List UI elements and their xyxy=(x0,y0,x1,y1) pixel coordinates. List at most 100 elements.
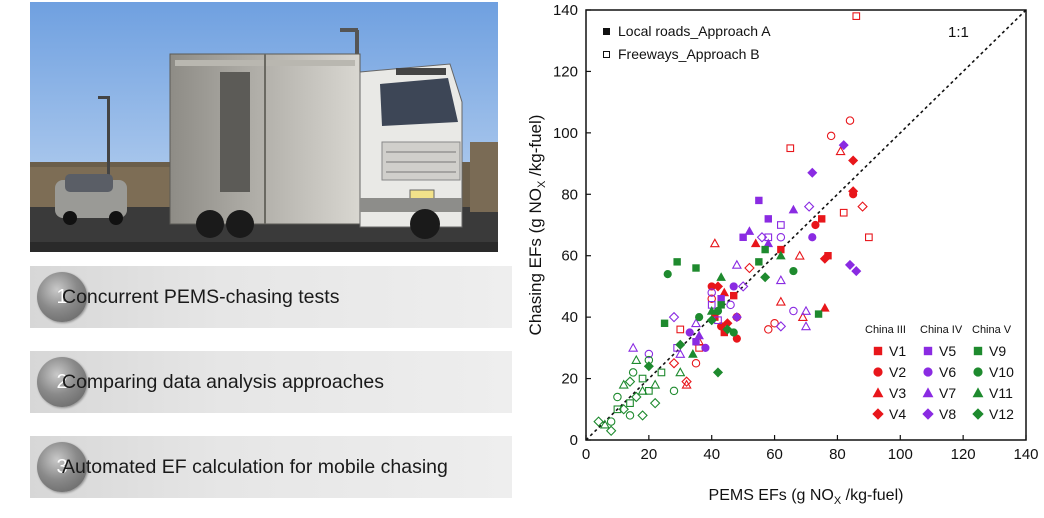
point-v7-local xyxy=(788,204,799,214)
point-v2-freeway xyxy=(764,325,773,334)
point-v3-freeway xyxy=(709,238,720,248)
point-v10-freeway xyxy=(669,386,679,396)
legend-label-v6: V6 xyxy=(939,364,956,380)
point-v12-freeway xyxy=(593,416,604,427)
point-v9-local xyxy=(673,258,681,266)
legend-label-v8: V8 xyxy=(939,406,956,422)
y-tick-label: 100 xyxy=(553,125,578,142)
point-v12-freeway xyxy=(637,410,648,421)
point-v10-local xyxy=(663,270,672,279)
x-tick-label: 120 xyxy=(951,446,976,463)
point-v8-freeway xyxy=(668,311,680,323)
point-v9-local xyxy=(692,264,700,272)
point-v1-local xyxy=(730,291,738,300)
point-v12-local xyxy=(722,324,733,335)
x-tick-label: 20 xyxy=(641,446,658,463)
point-v12-freeway xyxy=(649,397,661,409)
point-v1-local xyxy=(818,215,826,223)
legend-marker-v11 xyxy=(972,387,984,398)
point-v6-local xyxy=(808,233,817,242)
point-v5-local xyxy=(717,295,725,303)
point-v8-local xyxy=(851,266,862,277)
point-v8-local xyxy=(844,259,856,270)
point-v5-local xyxy=(739,233,747,241)
legend-marker-v4 xyxy=(872,408,884,420)
point-v12-local xyxy=(643,361,654,372)
scatter-chart-svg: 0 20 40 60 80 100 120 140 0 20 40 60 80 100 120 140 1:1… xyxy=(526,2,1039,507)
data-points xyxy=(593,12,873,437)
y-tick-label: 80 xyxy=(561,186,578,203)
step-1: 1 Concurrent PEMS-chasing tests xyxy=(30,266,512,328)
point-v4-local xyxy=(712,281,724,292)
step-number-badge: 2 xyxy=(37,357,87,407)
point-v6-local xyxy=(701,343,710,352)
point-v3-freeway xyxy=(797,311,808,321)
legend-group-china-iii: China III xyxy=(865,324,906,336)
point-v4-freeway xyxy=(668,357,680,369)
point-v11-local xyxy=(688,349,698,358)
x-tick-label: 140 xyxy=(1013,446,1038,463)
step-label: Automated EF calculation for mobile chas… xyxy=(62,456,448,478)
truck-photo-graphic xyxy=(30,2,498,252)
point-v8-freeway xyxy=(803,201,815,212)
legend-label-v3: V3 xyxy=(889,385,906,401)
step-2: 2 Comparing data analysis approaches xyxy=(30,351,512,413)
point-v11-freeway xyxy=(618,379,629,389)
point-v9-local xyxy=(660,319,669,327)
legend-label-v7: V7 xyxy=(939,385,956,401)
point-v7-local xyxy=(694,330,704,340)
y-tick-label: 120 xyxy=(553,63,578,80)
point-v5-freeway xyxy=(777,221,785,229)
legend-label-v1: V1 xyxy=(889,343,906,359)
one-to-one-label: 1:1 xyxy=(948,24,969,41)
legend-marker-v7 xyxy=(922,387,934,398)
point-v2-freeway xyxy=(770,319,779,328)
point-v4-freeway xyxy=(744,262,755,274)
point-v2-freeway xyxy=(707,294,716,303)
point-v12-local xyxy=(675,339,686,350)
legend-marker-v9 xyxy=(973,346,983,356)
point-v9-local xyxy=(761,245,769,254)
point-v12-freeway xyxy=(631,391,642,403)
point-v2-local xyxy=(811,220,820,230)
point-v7-freeway xyxy=(675,348,686,358)
point-v9-local xyxy=(755,258,763,266)
point-v5-local xyxy=(692,338,700,346)
axis-ticks: 0 20 40 60 80 100 120 140 0 20 40 60 80 100 120 140 xyxy=(553,2,1039,463)
point-v10-freeway xyxy=(628,368,638,377)
point-v8-local xyxy=(731,312,742,323)
approach-legend: Local roads_Approach A Freeways_Approach… xyxy=(603,23,771,62)
plot-frame xyxy=(585,9,1027,441)
point-v11-freeway xyxy=(631,354,642,364)
point-v3-local xyxy=(750,238,761,248)
legend-label-v4: V4 xyxy=(889,406,906,422)
one-to-one-line xyxy=(585,9,1027,441)
x-axis-title-main: PEMS EFs (g NO xyxy=(709,487,834,504)
point-v6-freeway xyxy=(789,306,798,316)
point-v3-freeway xyxy=(681,379,692,389)
x-tick-label: 60 xyxy=(766,446,783,463)
point-v11-local xyxy=(776,250,786,260)
legend-approach-a: Local roads_Approach A xyxy=(618,23,771,39)
point-v6-freeway xyxy=(776,233,786,242)
step-number-badge: 3 xyxy=(37,442,87,492)
point-v9-freeway xyxy=(626,399,634,407)
point-v7-freeway xyxy=(800,305,812,315)
step-3: 3 Automated EF calculation for mobile ch… xyxy=(30,436,512,498)
y-axis-title-sub: X xyxy=(536,180,548,188)
legend-label-v12: V12 xyxy=(989,406,1014,422)
x-axis-title: PEMS EFs (g NOX /kg-fuel) xyxy=(709,487,904,507)
legend-filled-marker xyxy=(603,28,610,35)
legend-marker-v8 xyxy=(922,408,934,420)
point-v12-local xyxy=(712,367,724,378)
point-v6-local xyxy=(685,328,694,337)
point-v1-freeway xyxy=(839,208,848,217)
point-v8-freeway xyxy=(737,281,749,292)
point-v3-freeway xyxy=(775,296,786,306)
legend-group-china-iv: China IV xyxy=(920,324,963,336)
point-v12-freeway xyxy=(618,404,629,415)
point-v3-freeway xyxy=(835,146,846,156)
point-v4-local xyxy=(848,186,859,197)
point-v7-freeway xyxy=(690,318,702,328)
point-v11-freeway xyxy=(675,367,686,377)
